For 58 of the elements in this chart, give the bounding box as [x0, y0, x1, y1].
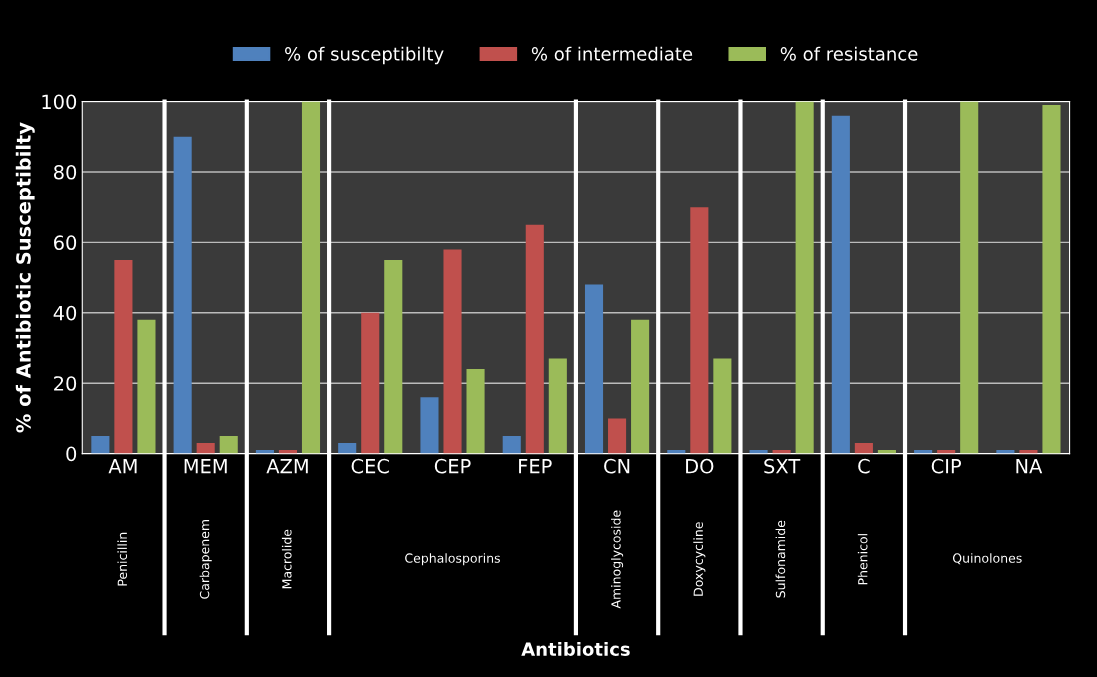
- bar: [137, 319, 156, 454]
- x-tick-label: DO: [686, 458, 714, 474]
- x-tick-label: AZM: [266, 459, 308, 474]
- bar: [795, 101, 814, 454]
- text: Quinolones: [952, 553, 1022, 565]
- bar: [466, 369, 485, 454]
- bar: [361, 312, 380, 454]
- y-tick-label: 60: [54, 235, 77, 251]
- y-tick-label: 100: [42, 94, 77, 110]
- bar: [960, 101, 979, 454]
- text: Penicillin: [117, 532, 128, 586]
- bar: [1042, 105, 1061, 454]
- x-tick-label: CEP: [434, 458, 471, 474]
- bar: [608, 418, 627, 454]
- x-tick-label: CIP: [931, 458, 962, 474]
- bar: [338, 443, 357, 454]
- text: Carbapenem: [199, 520, 212, 599]
- bar: [114, 259, 133, 454]
- x-tick-label: FEP: [519, 459, 552, 474]
- bar: [420, 397, 439, 454]
- legend-label: % of susceptibilty: [285, 46, 444, 65]
- text: Phenicol: [857, 534, 868, 585]
- bar: [173, 136, 192, 454]
- y-tick-label: 0: [66, 446, 77, 462]
- text: Doxycycline: [693, 522, 706, 596]
- x-tick-label: CEC: [351, 458, 389, 474]
- text: Sulfonamide: [775, 520, 786, 598]
- x-tick-label: SXT: [764, 458, 801, 474]
- y-tick-label: 20: [54, 376, 77, 391]
- bar: [384, 259, 403, 454]
- bar: [219, 435, 238, 454]
- bar: [91, 435, 110, 454]
- bar: [502, 435, 521, 454]
- text: Aminoglycoside: [611, 510, 624, 609]
- bar: [713, 358, 732, 454]
- bar: [854, 443, 873, 454]
- bar: [690, 207, 709, 454]
- text: Macrolide: [281, 529, 292, 589]
- x-tick-label: NA: [1016, 459, 1043, 474]
- bar: [301, 101, 321, 454]
- bar: [584, 284, 604, 454]
- bar: [831, 115, 850, 454]
- bar: [631, 319, 650, 454]
- legend-label: % of intermediate: [531, 46, 693, 61]
- bar: [525, 224, 544, 454]
- bar: [443, 249, 462, 454]
- y-tick-label: 40: [53, 305, 77, 321]
- text: Antibiotics: [521, 642, 630, 656]
- x-tick-label: MEM: [184, 459, 227, 474]
- legend-label: % of resistance: [780, 46, 918, 61]
- y-axis-title: % of Antibiotic Susceptibilty: [15, 122, 35, 433]
- x-tick-label: CN: [604, 458, 630, 474]
- text: Cephalosporins: [405, 553, 500, 566]
- y-tick-label: 80: [53, 164, 77, 180]
- bar: [548, 358, 567, 454]
- bar: [196, 443, 215, 454]
- x-tick-label: C: [858, 458, 870, 474]
- x-tick-label: AM: [108, 459, 137, 474]
